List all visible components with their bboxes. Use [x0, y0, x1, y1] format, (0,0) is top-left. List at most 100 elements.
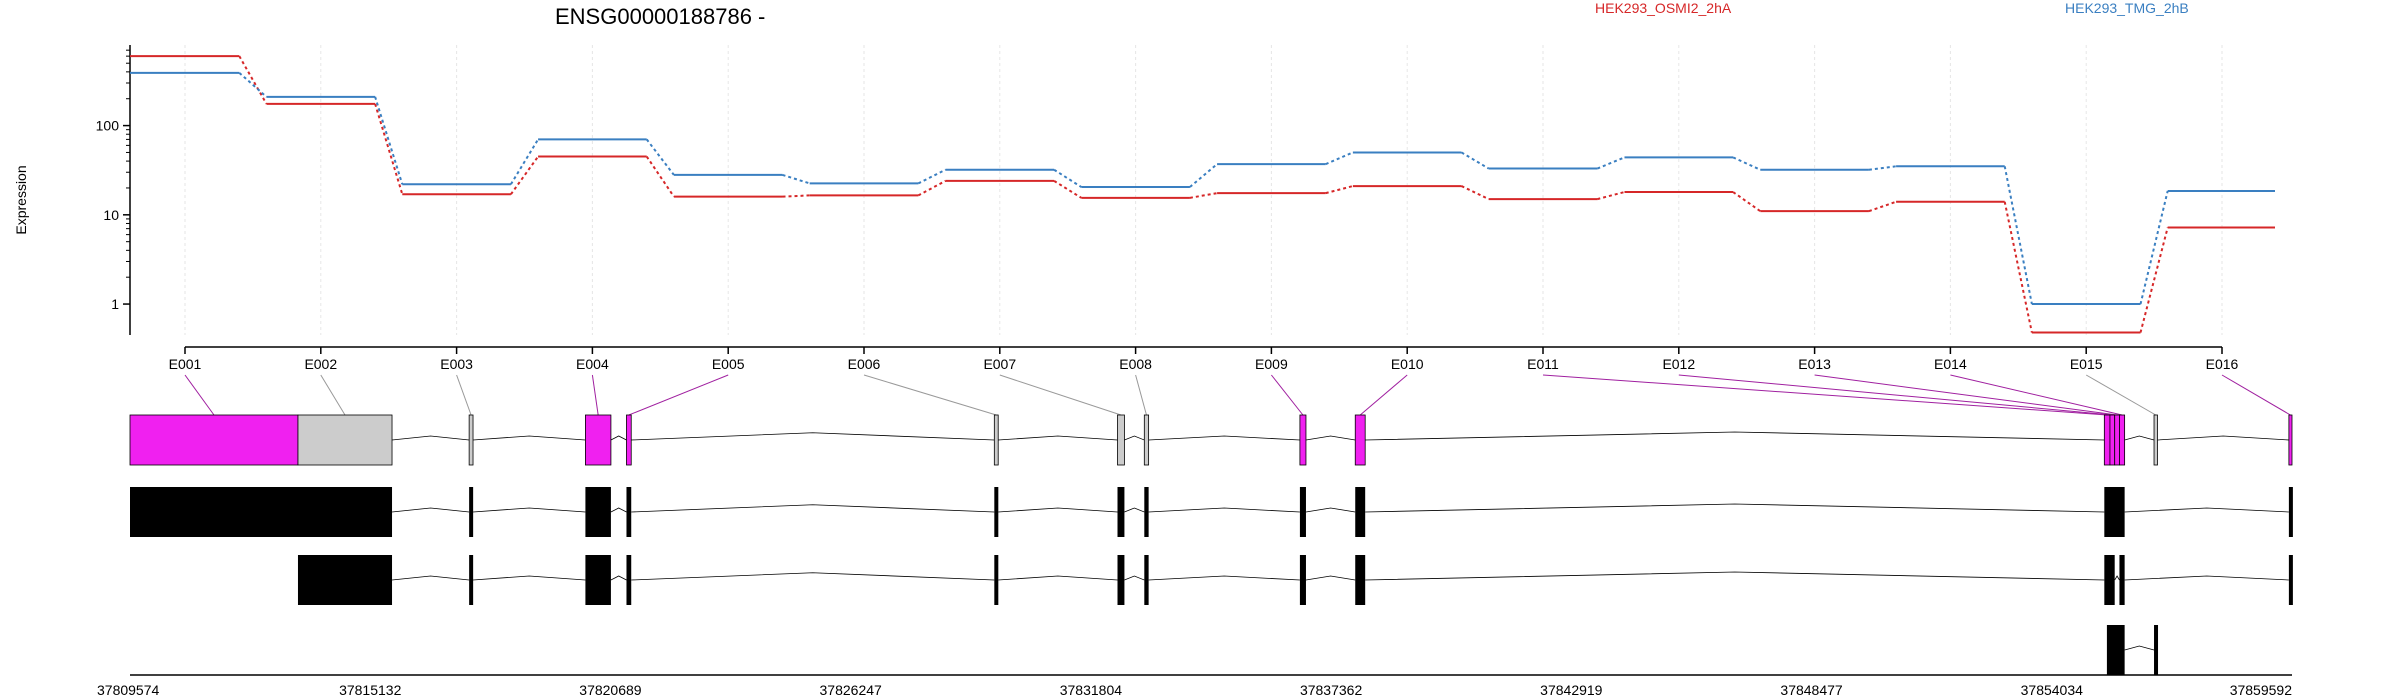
exon-bin-intron-3 — [473, 435, 586, 441]
exon-bin-e015 — [2153, 414, 2158, 466]
y-tick-label-10: 10 — [103, 207, 119, 223]
transcript-1-exon-1 — [130, 487, 393, 537]
transcript-2-exon-5 — [994, 555, 999, 605]
series-lines — [130, 55, 2275, 334]
transcript-2-exon-2 — [469, 555, 474, 605]
legend-series-osmi2: HEK293_OSMI2_2hA — [1595, 0, 1732, 16]
transcript-1-exon-9 — [1355, 487, 1366, 537]
series-hek293-osmi2-2ha-transition-8 — [1189, 192, 1218, 199]
connector-e006 — [863, 374, 997, 416]
exon-bin-e003 — [468, 414, 474, 466]
connector-e012 — [1678, 374, 2113, 416]
transcript-2-intron-4 — [631, 572, 995, 581]
series-hek293-osmi2-2ha-transition-11 — [1597, 191, 1625, 201]
coord-label-37820689: 37820689 — [579, 682, 642, 698]
transcript-1-exon-3 — [585, 487, 611, 537]
y-tick-label-100: 100 — [96, 118, 120, 134]
series-hek293-tmg-2hb-transition-7 — [1053, 168, 1082, 188]
series-hek293-tmg-2hb-transition-1 — [238, 72, 268, 98]
exon-bin-e005 — [626, 414, 632, 466]
transcript-2-exon-9 — [1355, 555, 1366, 605]
x-tick-label-e013: E013 — [1798, 356, 1831, 372]
series-hek293-osmi2-2ha — [130, 55, 2275, 334]
transcript-1-exon-5 — [994, 487, 999, 537]
coord-label-37826247: 37826247 — [820, 682, 883, 698]
series-hek293-tmg-2hb-transition-15 — [2139, 190, 2169, 305]
x-tick-label-e010: E010 — [1391, 356, 1424, 372]
transcript-2-exon-4 — [626, 555, 632, 605]
x-tick-label-e001: E001 — [169, 356, 202, 372]
transcript-1-intron-5 — [998, 507, 1118, 513]
series-hek293-osmi2-2ha-transition-4 — [645, 155, 675, 198]
exon-bin-intron-10 — [1365, 431, 2105, 441]
transcript-1-exon-6 — [1117, 487, 1125, 537]
transcript-tracks — [130, 487, 2293, 675]
connector-e016 — [2221, 374, 2291, 416]
connector-e010 — [1359, 374, 1408, 416]
connector-e008 — [1135, 374, 1147, 416]
transcript-2-intron-10 — [2114, 575, 2120, 581]
transcript-2-exon-1 — [297, 555, 393, 605]
x-tick-label-e007: E007 — [983, 356, 1016, 372]
connector-e002 — [320, 374, 346, 416]
transcript-2-intron-8 — [1305, 575, 1356, 581]
exon-bin-e012 — [2109, 414, 2116, 466]
exon-bin-e008 — [1143, 414, 1150, 466]
transcript-1-intron-6 — [1124, 507, 1145, 513]
x-axis: E001 E002 E003 E004 E005 E006 E007 E008 E009 E010… — [169, 346, 2239, 372]
exon-bin-intron-8 — [1148, 435, 1300, 441]
transcript-1 — [130, 487, 2293, 537]
exon-bin-e002 — [297, 414, 393, 466]
genomic-coordinate-axis: 37809574 37815132 37820689 37826247 37831804… — [97, 674, 2293, 698]
series-hek293-osmi2-2ha-transition-14 — [2003, 201, 2033, 333]
transcript-2-exon-11 — [2119, 555, 2125, 605]
exon-connector-lines — [184, 374, 2291, 416]
transcript-1-exon-4 — [626, 487, 632, 537]
transcript-1-exon-2 — [469, 487, 474, 537]
exon-bin-e009 — [1299, 414, 1307, 466]
coord-label-37859592: 37859592 — [2230, 682, 2293, 698]
transcript-2-intron-6 — [1124, 575, 1145, 581]
x-tick-label-e005: E005 — [712, 356, 745, 372]
series-hek293-osmi2-2ha-transition-2 — [374, 103, 404, 195]
connector-e001 — [184, 374, 215, 416]
coord-label-37848477: 37848477 — [1780, 682, 1843, 698]
transcript-2-exon-3 — [585, 555, 611, 605]
transcript-2-intron-7 — [1148, 575, 1300, 581]
x-tick-label-e004: E004 — [576, 356, 609, 372]
transcript-1-exon-10 — [2104, 487, 2125, 537]
exon-bin-e010 — [1354, 414, 1366, 466]
series-hek293-tmg-2hb-transition-11 — [1596, 156, 1625, 170]
vertical-grid — [184, 45, 2223, 335]
series-hek293-tmg-2hb-transition-4 — [645, 138, 675, 176]
series-hek293-tmg-2hb-transition-6 — [917, 168, 946, 185]
series-hek293-osmi2-2ha-transition-12 — [1732, 191, 1761, 212]
x-tick-label-e015: E015 — [2070, 356, 2103, 372]
exon-bin-intron-7 — [1124, 435, 1145, 441]
connector-e005 — [628, 374, 729, 416]
transcript-2-exon-12 — [2288, 555, 2293, 605]
y-axis-label: Expression — [13, 165, 29, 234]
connector-e011 — [1542, 374, 2108, 416]
legend-series-tmg: HEK293_TMG_2hB — [2065, 0, 2189, 16]
chart-title: ENSG00000188786 - — [555, 4, 765, 29]
transcript-1-exon-7 — [1144, 487, 1149, 537]
coord-label-37815132: 37815132 — [339, 682, 402, 698]
coord-label-37837362: 37837362 — [1300, 682, 1363, 698]
x-tick-label-e008: E008 — [1119, 356, 1152, 372]
x-tick-label-e012: E012 — [1662, 356, 1695, 372]
exon-bin-intron-6 — [998, 435, 1118, 441]
transcript-2-intron-9 — [1365, 571, 2105, 581]
series-hek293-tmg-2hb-transition-8 — [1189, 163, 1218, 188]
series-hek293-osmi2-2ha-transition-10 — [1461, 185, 1490, 201]
series-hek293-tmg-2hb-transition-5 — [782, 173, 810, 185]
transcript-2-exon-8 — [1299, 555, 1306, 605]
connector-e007 — [999, 374, 1122, 416]
series-hek293-tmg-2hb-transition-14 — [2003, 166, 2033, 305]
transcript-2-intron-1 — [391, 575, 470, 581]
series-hek293-osmi2-2ha-transition-5 — [782, 194, 810, 198]
x-tick-label-e003: E003 — [440, 356, 473, 372]
exon-bin-e001 — [129, 414, 299, 466]
connector-e014 — [1950, 374, 2123, 416]
